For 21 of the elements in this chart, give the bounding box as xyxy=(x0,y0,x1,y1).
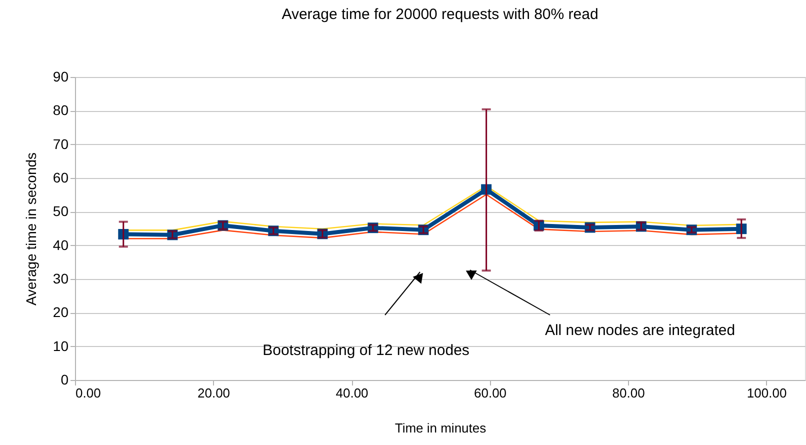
y-tick-label: 20 xyxy=(52,304,69,320)
y-tick-label: 50 xyxy=(52,203,69,220)
x-tick-label: 60.00 xyxy=(474,386,507,400)
x-axis-title: Time in minutes xyxy=(394,420,487,436)
y-tick-label: 40 xyxy=(52,236,69,253)
y-tick-label: 70 xyxy=(52,136,69,152)
annotation: All new nodes are integrated xyxy=(544,322,736,339)
y-tick-label: 10 xyxy=(52,338,69,354)
x-tick-label: 0.00 xyxy=(76,386,101,400)
y-tick-label: 30 xyxy=(52,270,69,286)
y-tick-label: 90 xyxy=(52,68,69,84)
y-tick-label: 80 xyxy=(52,102,69,118)
x-tick-label: 40.00 xyxy=(336,386,368,400)
annotation: Bootstrapping of 12 new nodes xyxy=(262,342,470,359)
y-tick-label: 60 xyxy=(52,170,69,186)
chart-title: Average time for 20000 requests with 80% read xyxy=(282,6,598,23)
x-tick-label: 80.00 xyxy=(612,386,645,400)
x-tick-label: 20.00 xyxy=(197,386,230,400)
y-tick-label: 0 xyxy=(60,372,69,388)
y-axis-title: Average time in seconds xyxy=(22,152,39,306)
x-tick-label: 100.00 xyxy=(746,386,787,400)
